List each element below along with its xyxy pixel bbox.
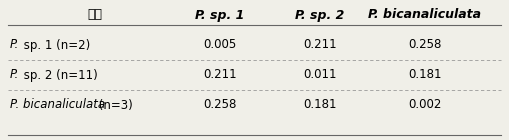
Text: P. bicanaliculata: P. bicanaliculata — [10, 99, 105, 111]
Text: 학명: 학명 — [88, 9, 102, 22]
Text: 0.181: 0.181 — [408, 68, 442, 81]
Text: 0.211: 0.211 — [303, 38, 337, 52]
Text: 0.002: 0.002 — [408, 99, 442, 111]
Text: (n=3): (n=3) — [95, 99, 133, 111]
Text: P. sp. 1: P. sp. 1 — [195, 9, 245, 22]
Text: sp. 1 (n=2): sp. 1 (n=2) — [20, 38, 90, 52]
Text: P. sp. 2: P. sp. 2 — [295, 9, 345, 22]
Text: 0.181: 0.181 — [303, 99, 337, 111]
Text: P.: P. — [10, 68, 19, 81]
Text: sp. 2 (n=11): sp. 2 (n=11) — [20, 68, 98, 81]
Text: 0.258: 0.258 — [408, 38, 442, 52]
Text: P. bicanaliculata: P. bicanaliculata — [369, 9, 482, 22]
Text: P.: P. — [10, 38, 19, 52]
Text: 0.011: 0.011 — [303, 68, 337, 81]
Text: 0.211: 0.211 — [203, 68, 237, 81]
Text: 0.005: 0.005 — [204, 38, 237, 52]
Text: 0.258: 0.258 — [203, 99, 237, 111]
